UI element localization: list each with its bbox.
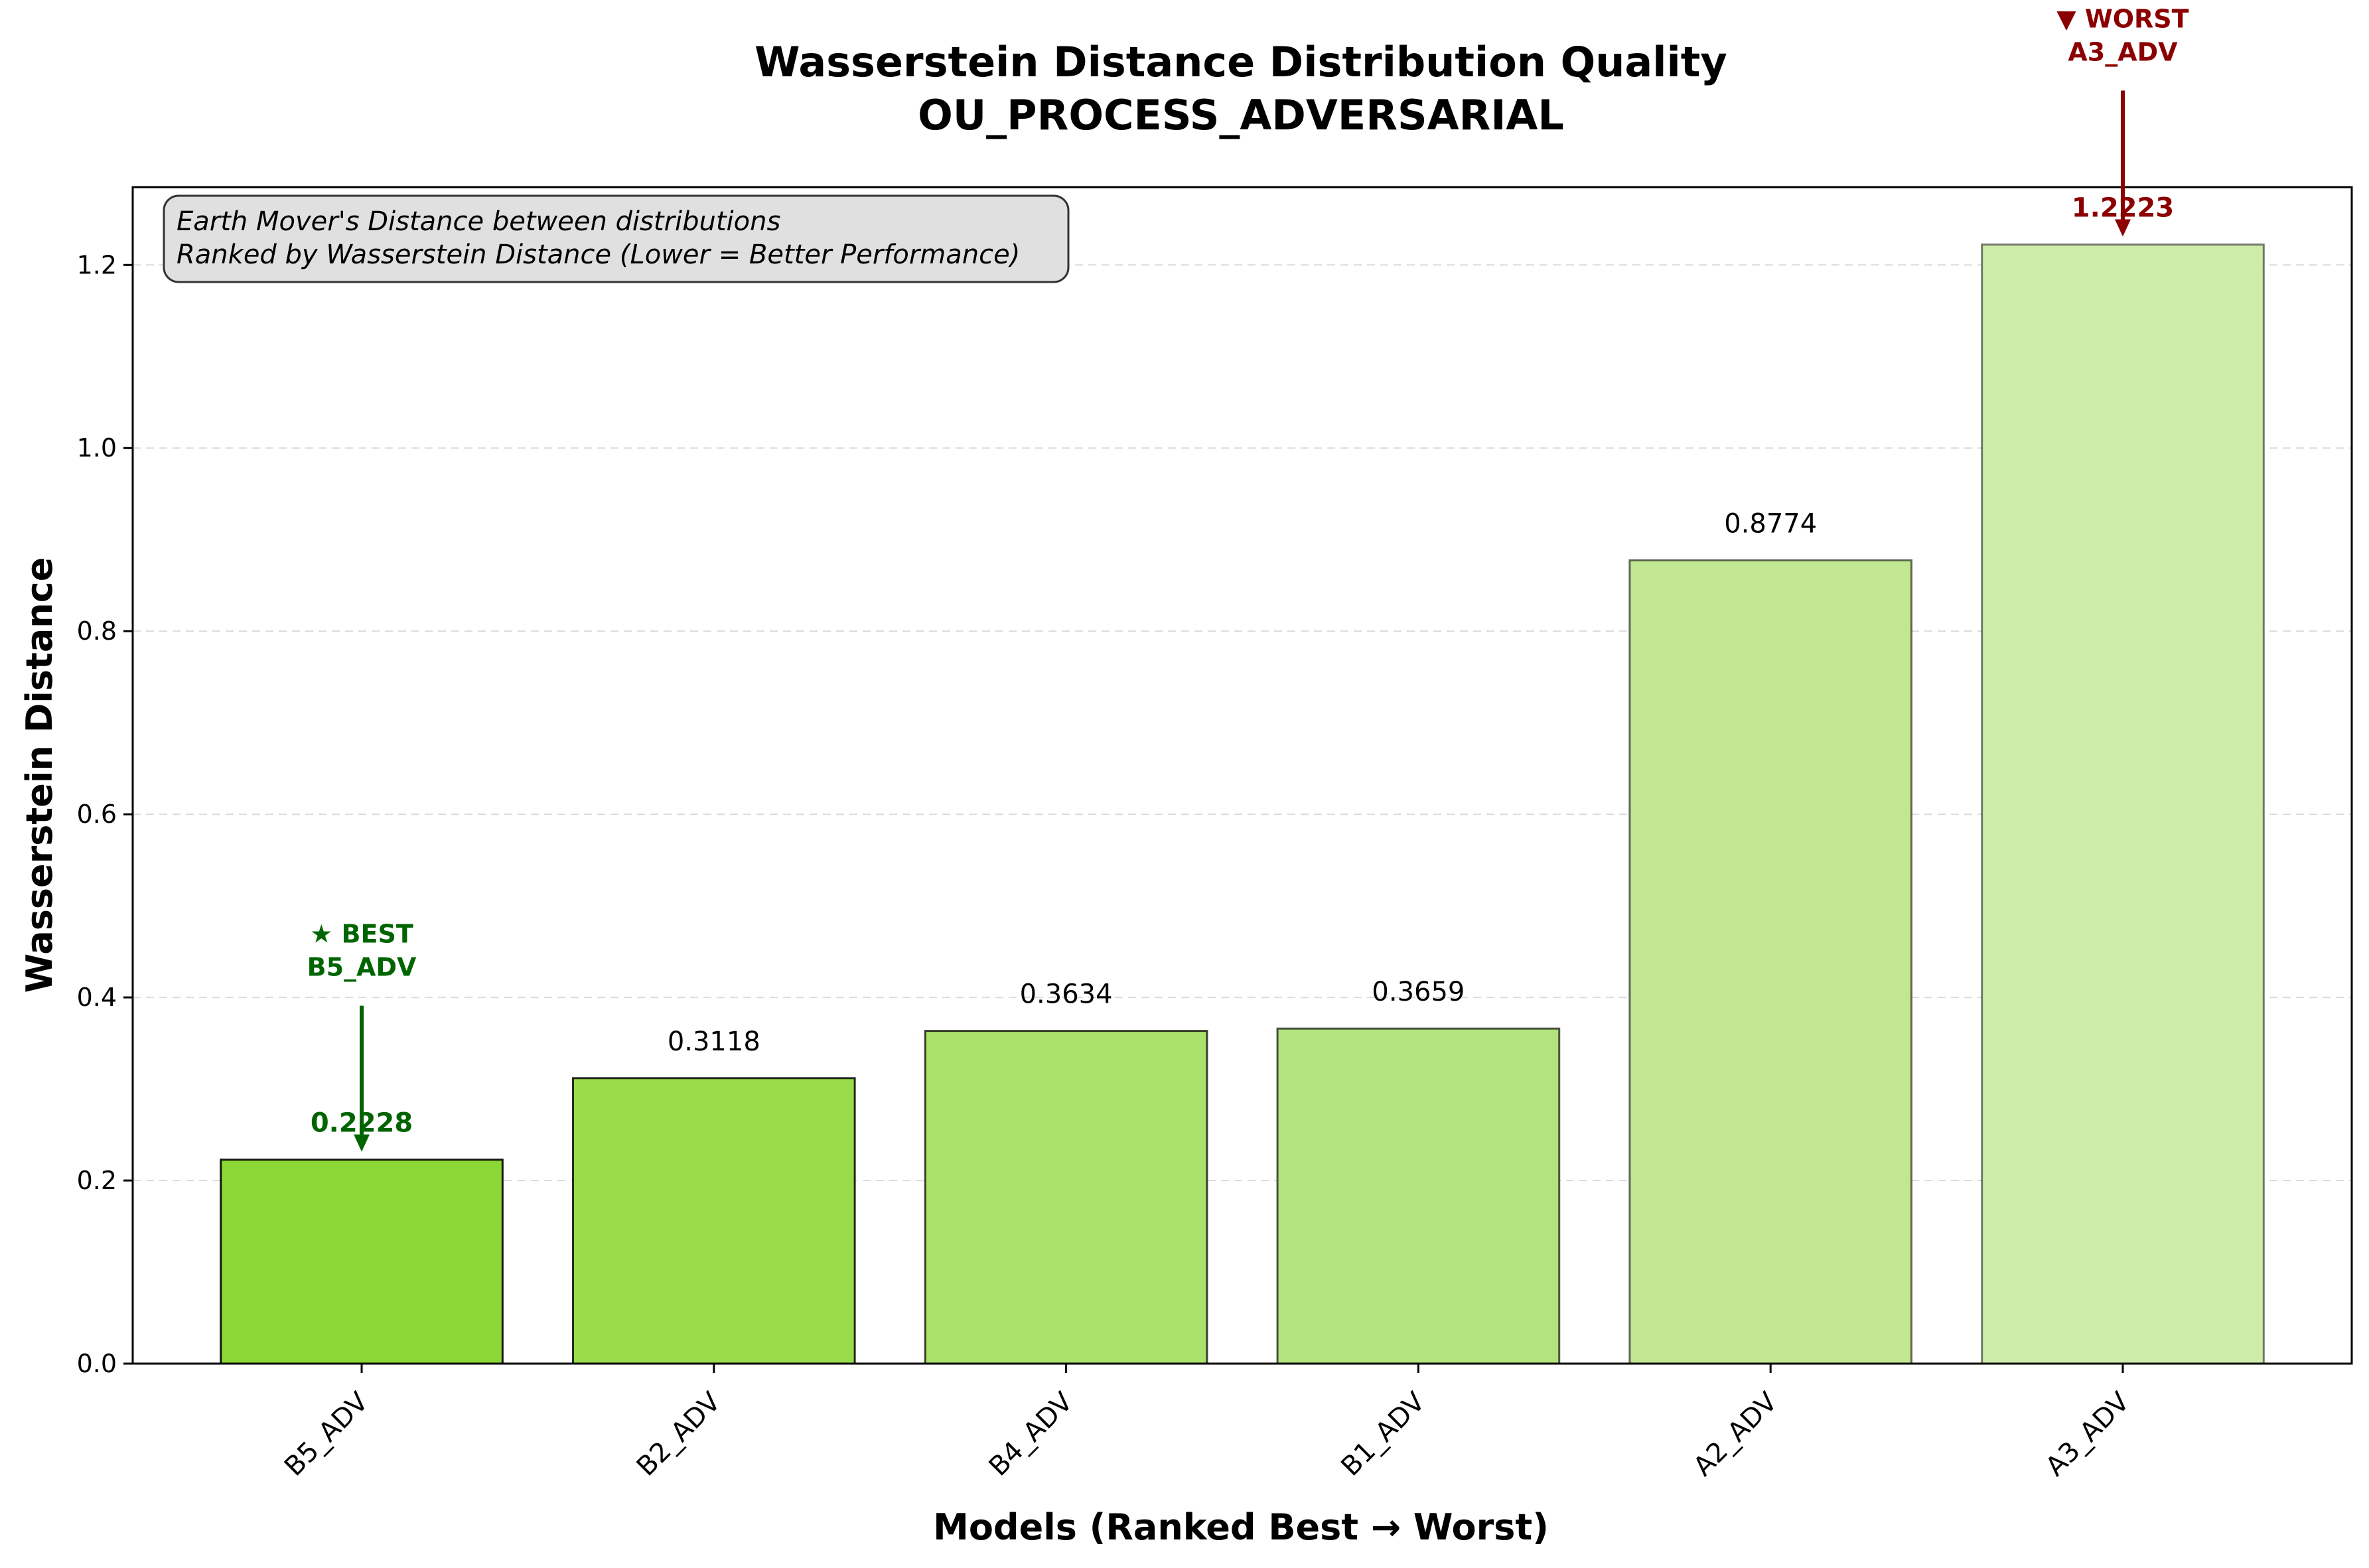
value-label: 0.8774 [1724,508,1817,539]
bars [220,244,2265,1365]
y-tick-label: 1.0 [77,433,117,463]
y-tick-label: 0.8 [77,616,117,646]
x-axis-label: Models (Ranked Best → Worst) [933,1506,1549,1548]
y-axis-label: Wasserstein Distance [19,557,60,993]
info-box-line-1: Earth Mover's Distance between distribut… [177,206,780,237]
chart-title: Wasserstein Distance Distribution Qualit… [754,38,1727,86]
info-box: Earth Mover's Distance between distribut… [163,194,1070,283]
y-ticks: 0.0 0.2 0.4 0.6 0.8 1.0 1.2 [77,250,133,1378]
bar-B4_ADV [924,1030,1208,1365]
worst-annotation: ▼ WORST A3_ADV [2056,5,2189,237]
info-box-background [163,194,1070,283]
value-label: 0.3659 [1372,977,1465,1007]
y-tick-label: 1.2 [77,250,117,279]
best-label: ★ BEST [310,920,413,949]
plot-frame [131,186,2353,1365]
bar-B2_ADV [571,1077,856,1365]
best-model-label: B5_ADV [307,953,417,982]
bar-A3_ADV [1981,244,2265,1365]
bar-B5_ADV [220,1159,504,1365]
best-annotation: ★ BEST B5_ADV [307,920,417,1152]
y-tick-label: 0.4 [77,983,117,1012]
best-arrow-head [354,1134,370,1152]
y-tick-label: 0.0 [77,1349,117,1378]
worst-model-label: A3_ADV [2068,38,2178,67]
worst-arrow-head [2114,219,2131,237]
value-label: 0.3118 [668,1027,760,1057]
y-tick-label: 0.2 [77,1166,117,1195]
chart-subtitle: OU_PROCESS_ADVERSARIAL [918,91,1564,139]
worst-label: ▼ WORST [2056,5,2189,34]
value-label: 0.3634 [1020,979,1113,1010]
info-box-line-2: Ranked by Wasserstein Distance (Lower = … [177,240,1020,270]
bar-A2_ADV [1628,559,1913,1365]
bar-B1_ADV [1276,1027,1561,1365]
y-tick-label: 0.6 [77,800,117,829]
